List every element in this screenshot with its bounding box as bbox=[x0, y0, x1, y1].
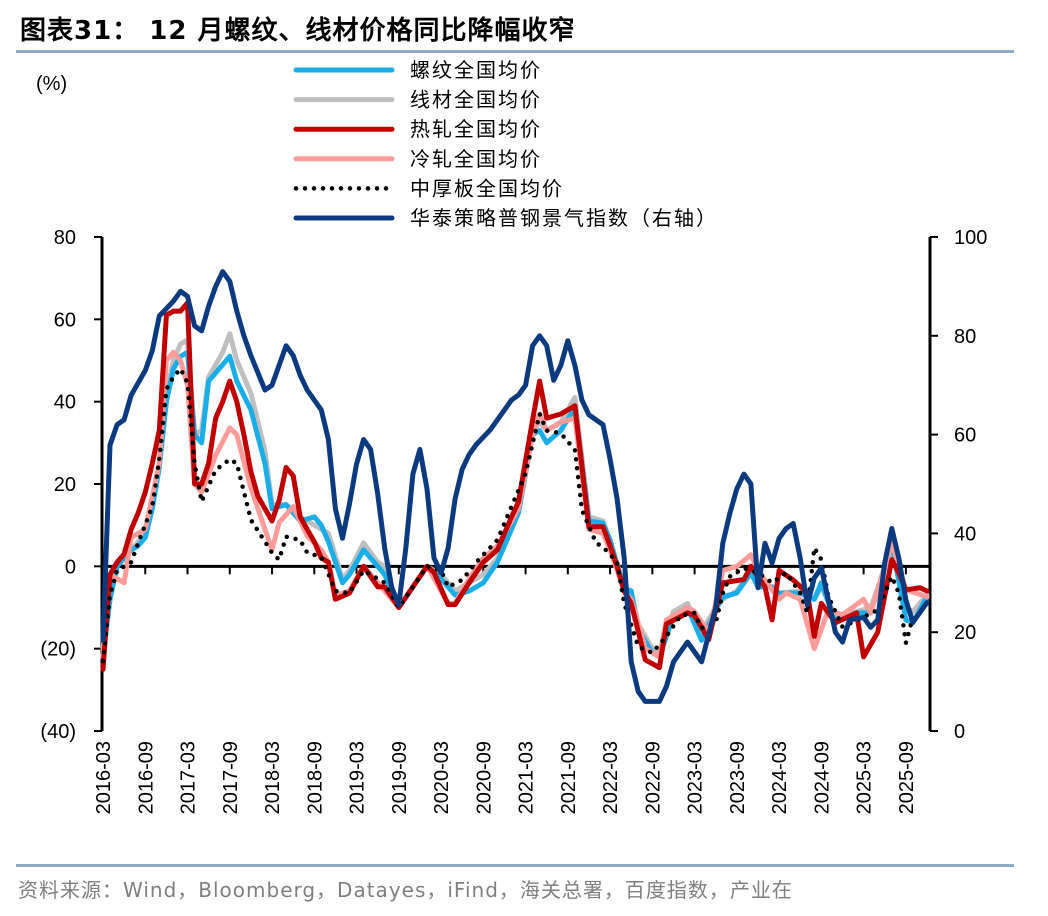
title-divider bbox=[16, 50, 1014, 53]
footer-divider bbox=[16, 864, 1014, 867]
right-axis-tick-label: 100 bbox=[954, 227, 987, 249]
left-axis-tick-label: 80 bbox=[54, 227, 76, 249]
x-axis-tick-label: 2024-09 bbox=[811, 741, 833, 814]
legend-label: 热轧全国均价 bbox=[410, 117, 542, 141]
x-axis-tick-label: 2023-03 bbox=[685, 741, 707, 814]
legend: 螺纹全国均价线材全国均价热轧全国均价冷轧全国均价中厚板全国均价华泰策略普钢景气指… bbox=[293, 58, 718, 230]
x-axis-tick-label: 2017-09 bbox=[220, 741, 242, 814]
legend-label: 中厚板全国均价 bbox=[410, 176, 564, 200]
x-axis-tick-label: 2020-03 bbox=[431, 741, 453, 814]
x-axis-tick-label: 2021-09 bbox=[558, 741, 580, 814]
source-footer: 资料来源：Wind，Bloomberg，Datayes，iFind，海关总署，百… bbox=[18, 878, 793, 902]
right-axis-tick-label: 80 bbox=[954, 326, 976, 348]
x-axis-tick-label: 2023-09 bbox=[727, 741, 749, 814]
x-axis-tick-label: 2018-03 bbox=[262, 741, 284, 814]
x-axis-tick-label: 2025-09 bbox=[896, 741, 918, 814]
x-axis-tick-label: 2022-03 bbox=[600, 741, 622, 814]
x-axis-tick-label: 2019-09 bbox=[389, 741, 411, 814]
x-axis-tick-label: 2024-03 bbox=[769, 741, 791, 814]
left-axis-tick-label: 40 bbox=[54, 392, 76, 414]
y-axis-label: (%) bbox=[36, 73, 67, 95]
x-axis-tick-label: 2017-03 bbox=[178, 741, 200, 814]
series-line-6 bbox=[100, 269, 930, 704]
x-axis-tick-label: 2021-03 bbox=[516, 741, 538, 814]
x-axis-tick-label: 2025-03 bbox=[854, 741, 876, 814]
series-line-3 bbox=[100, 300, 930, 672]
left-axis-tick-label: 60 bbox=[54, 309, 76, 331]
series-layer bbox=[100, 269, 930, 704]
right-axis-tick-label: 20 bbox=[954, 622, 976, 644]
axes: (40) (20) 0 20 40 60 80 0 20 40 60 80 100 2016-03 2016… bbox=[40, 227, 987, 814]
x-axis-tick-label: 2020-09 bbox=[473, 741, 495, 814]
left-axis-tick-label: (40) bbox=[40, 721, 76, 743]
left-axis-tick-label: 0 bbox=[65, 556, 76, 578]
x-axis-tick-label: 2019-03 bbox=[347, 741, 369, 814]
x-axis-tick-label: 2016-09 bbox=[135, 741, 157, 814]
x-axis-tick-label: 2016-03 bbox=[93, 741, 115, 814]
right-axis-tick-label: 40 bbox=[954, 523, 976, 545]
series-line-5 bbox=[100, 366, 916, 664]
right-axis-tick-label: 60 bbox=[954, 425, 976, 447]
figure-title: 图表31： 12 月螺纹、线材价格同比降幅收窄 bbox=[20, 16, 576, 46]
legend-label: 冷轧全国均价 bbox=[410, 147, 542, 171]
legend-label: 螺纹全国均价 bbox=[410, 58, 542, 82]
right-axis-tick-label: 0 bbox=[954, 721, 965, 743]
left-axis-tick-label: (20) bbox=[40, 639, 76, 661]
left-axis-tick-label: 20 bbox=[54, 474, 76, 496]
legend-label: 华泰策略普钢景气指数（右轴） bbox=[410, 206, 718, 230]
x-axis-tick-label: 2018-09 bbox=[304, 741, 326, 814]
legend-label: 线材全国均价 bbox=[410, 88, 542, 112]
x-axis-tick-label: 2022-09 bbox=[642, 741, 664, 814]
